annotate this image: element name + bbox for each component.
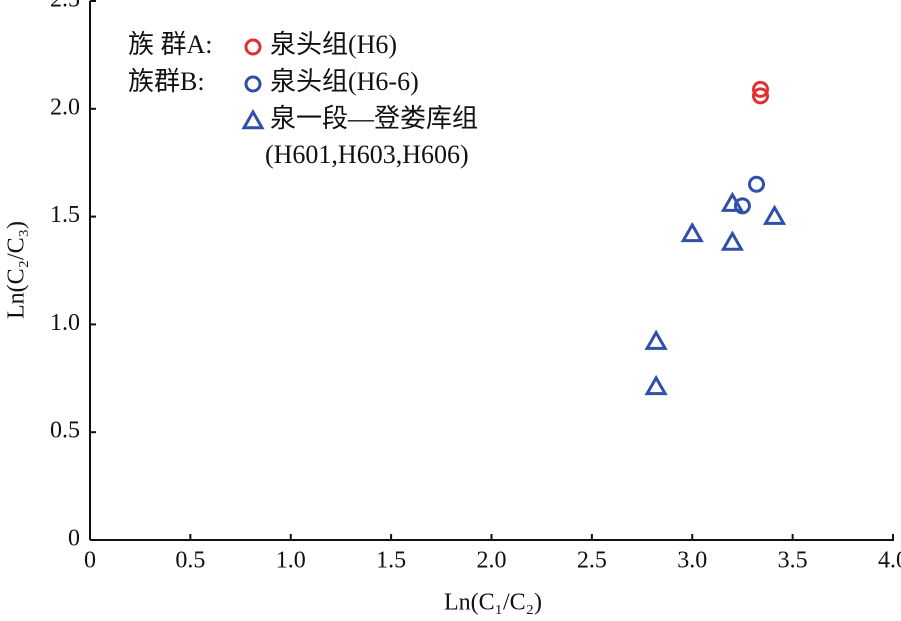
legend-group: 族 群A: bbox=[128, 30, 213, 59]
triangle-marker bbox=[644, 329, 668, 350]
x-tick-label: 3.5 bbox=[778, 548, 808, 574]
x-tick-label: 0.5 bbox=[175, 548, 205, 574]
legend-label: 泉一段—登娄库组(H601,H603,H606) bbox=[265, 104, 478, 169]
x-tick-label: 1.5 bbox=[376, 548, 406, 574]
triangle-marker bbox=[762, 204, 787, 225]
y-tick-label: 1.5 bbox=[50, 202, 80, 228]
triangle-marker bbox=[720, 230, 744, 251]
x-tick-label: 4.0 bbox=[878, 548, 901, 574]
triangle-marker bbox=[644, 374, 668, 396]
circle-marker bbox=[747, 175, 765, 193]
y-tick-label: 2.5 bbox=[50, 0, 80, 13]
circle-marker bbox=[733, 197, 751, 215]
x-tick-label: 2.0 bbox=[477, 548, 507, 574]
legend-group: 族群B: bbox=[128, 67, 205, 96]
legend-label: 泉头组(H6) bbox=[270, 30, 397, 59]
x-tick-label: 2.5 bbox=[577, 548, 607, 574]
circle-marker bbox=[244, 75, 262, 93]
triangle-marker bbox=[680, 221, 704, 243]
y-tick-label: 1.0 bbox=[50, 310, 80, 336]
triangle-marker bbox=[241, 108, 265, 130]
circle-marker bbox=[752, 80, 770, 98]
y-axis-label: Ln(C₂/C₃) bbox=[4, 221, 30, 319]
y-tick-label: 2.0 bbox=[50, 94, 80, 120]
legend-label: 泉头组(H6-6) bbox=[270, 67, 419, 96]
y-tick-label: 0 bbox=[68, 526, 80, 552]
y-tick-label: 0.5 bbox=[50, 418, 80, 444]
x-axis-label: Ln(C₁/C₂) bbox=[444, 590, 542, 616]
circle-marker bbox=[752, 87, 770, 105]
x-tick-label: 0 bbox=[84, 548, 96, 574]
x-tick-label: 3.0 bbox=[677, 548, 707, 574]
circle-marker bbox=[244, 38, 262, 56]
triangle-marker bbox=[720, 191, 744, 212]
x-tick-label: 1.0 bbox=[276, 548, 306, 574]
